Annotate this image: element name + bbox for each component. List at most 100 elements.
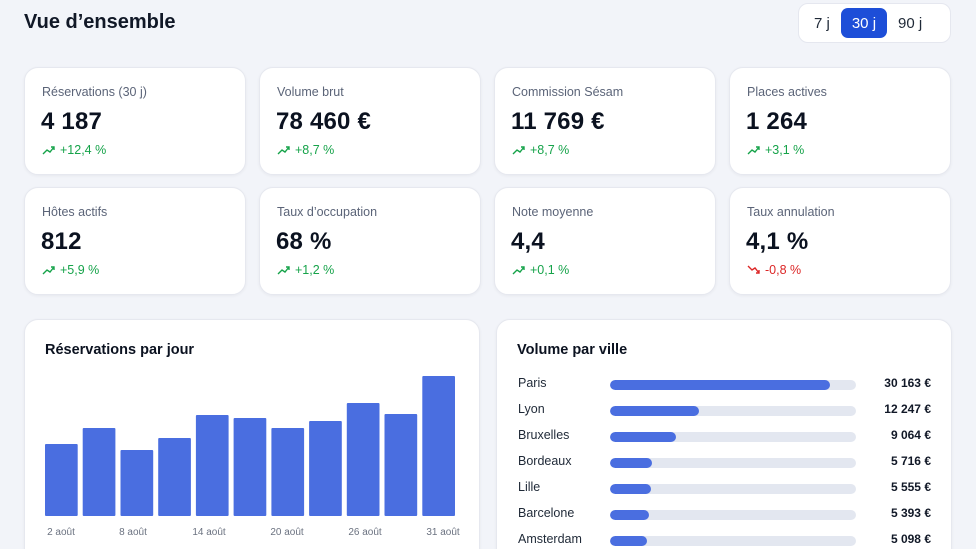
city-bar-fill [610,432,677,442]
trend-up-icon [277,266,290,275]
city-value: 5 098 € [890,532,931,546]
kpi-delta: +8,7 % [512,143,569,157]
city-chart-title: Volume par ville [517,342,628,358]
kpi-delta-value: +5,9 % [60,263,100,277]
range-90d-button[interactable]: 90 j [887,8,933,38]
city-name: Bruxelles [518,428,570,442]
kpi-card-commission: Commission Sésam 11 769 € +8,7 % [494,67,716,175]
city-value: 5 393 € [890,506,931,520]
bar-2 [82,428,116,516]
trend-up-icon [747,146,760,155]
city-row: Bordeaux 5 716 € [497,452,951,472]
city-bar-track [610,536,856,546]
kpi-card-reservations: Réservations (30 j) 4 187 +12,4 % [24,67,246,175]
kpi-delta: +0,1 % [512,263,569,277]
kpi-label: Réservations (30 j) [42,85,147,99]
trend-down-icon [747,265,760,274]
city-bar-track [610,380,856,390]
kpi-delta: +1,2 % [277,263,334,277]
bar-6 [233,418,267,516]
kpi-delta-value: +8,7 % [530,143,570,157]
trend-up-icon [512,146,525,155]
city-bar-fill [610,380,831,390]
x-tick-label: 31 août [426,527,460,538]
kpi-card-occupancy: Taux d’occupation 68 % +1,2 % [259,187,481,295]
kpi-card-active-places: Places actives 1 264 +3,1 % [729,67,951,175]
kpi-label: Taux annulation [747,205,835,219]
kpi-delta-value: +0,1 % [530,263,570,277]
city-value: 30 163 € [884,376,931,390]
range-7d-button[interactable]: 7 j [803,8,841,38]
city-value: 5 555 € [890,480,931,494]
city-bar-track [610,406,856,416]
kpi-delta: +8,7 % [277,143,334,157]
bar-3 [120,450,154,516]
bar-11 [422,376,455,516]
kpi-delta-value: +8,7 % [295,143,335,157]
bar-7 [271,428,305,516]
bookings-chart-title: Réservations par jour [45,342,195,358]
x-tick-label: 26 août [348,527,382,538]
city-bar-track [610,432,856,442]
city-name: Amsterdam [518,532,582,546]
city-bar-fill [610,406,700,416]
kpi-label: Taux d’occupation [277,205,378,219]
city-value: 9 064 € [890,428,931,442]
kpi-delta: +5,9 % [42,263,99,277]
kpi-card-gross-volume: Volume brut 78 460 € +8,7 % [259,67,481,175]
kpi-label: Places actives [747,85,827,99]
bar-4 [158,438,191,516]
trend-up-icon [512,266,525,275]
kpi-card-active-hosts: Hôtes actifs 812 +5,9 % [24,187,246,295]
kpi-value: 68 % [276,228,332,255]
kpi-value: 1 264 [746,108,808,135]
x-tick-label: 8 août [119,527,147,538]
city-row: Lille 5 555 € [497,478,951,498]
city-name: Paris [518,376,547,390]
city-row: Amsterdam 5 098 € [497,530,951,549]
kpi-delta: +12,4 % [42,143,106,157]
x-tick-label: 20 août [270,527,304,538]
city-bar-fill [610,458,652,468]
city-value: 5 716 € [890,454,931,468]
bookings-per-day-panel: Réservations par jour 2 août 8 août 14 aoû… [24,319,480,549]
city-bar-fill [610,536,648,546]
kpi-delta-value: +3,1 % [765,143,805,157]
kpi-card-average-rating: Note moyenne 4,4 +0,1 % [494,187,716,295]
kpi-label: Volume brut [277,85,344,99]
kpi-label: Note moyenne [512,205,594,219]
city-bar-fill [610,484,651,494]
page-title: Vue d’ensemble [24,11,176,33]
city-row: Paris 30 163 € [497,374,951,394]
kpi-value: 4,4 [511,228,545,255]
trend-up-icon [42,146,55,155]
kpi-card-cancellation-rate: Taux annulation 4,1 % -0,8 % [729,187,951,295]
city-bar-track [610,458,856,468]
volume-per-city-panel: Volume par ville Paris 30 163 € Lyon 12 247… [496,319,952,549]
bar-9 [346,403,380,516]
city-name: Lyon [518,402,545,416]
city-name: Bordeaux [518,454,572,468]
bar-10 [384,414,418,516]
city-row: Bruxelles 9 064 € [497,426,951,446]
kpi-delta-value: +12,4 % [60,143,107,157]
kpi-delta-value: -0,8 % [765,263,802,277]
city-name: Barcelone [518,506,575,520]
city-name: Lille [518,480,541,494]
bar-5 [195,415,229,516]
kpi-label: Hôtes actifs [42,205,108,219]
trend-up-icon [42,266,55,275]
kpi-value: 4,1 % [746,228,809,255]
bar-1 [45,444,78,516]
kpi-value: 11 769 € [511,108,605,135]
x-tick-label: 2 août [47,527,75,538]
city-value: 12 247 € [884,402,931,416]
kpi-delta: +3,1 % [747,143,804,157]
kpi-label: Commission Sésam [512,85,624,99]
bar-8 [309,421,342,516]
bookings-bar-chart: 2 août 8 août 14 août 20 août 26 août 31 août [45,376,460,538]
city-row: Barcelone 5 393 € [497,504,951,524]
date-range-switch: 7 j 30 j 90 j [798,3,951,43]
city-row: Lyon 12 247 € [497,400,951,420]
range-30d-button[interactable]: 30 j [840,8,888,38]
